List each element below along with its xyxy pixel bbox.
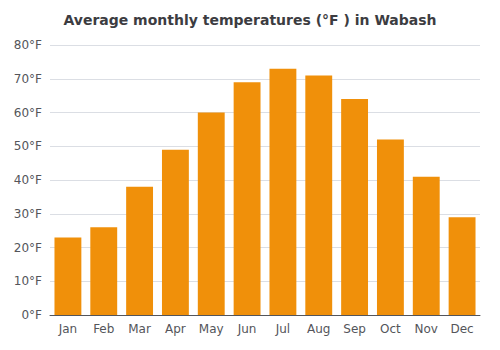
svg-text:Oct: Oct [380, 322, 401, 336]
svg-text:Feb: Feb [93, 322, 114, 336]
svg-text:Jan: Jan [58, 322, 78, 336]
svg-text:30°F: 30°F [14, 207, 42, 221]
svg-text:Jun: Jun [237, 322, 257, 336]
svg-text:Sep: Sep [343, 322, 366, 336]
svg-text:40°F: 40°F [14, 173, 42, 187]
svg-text:Apr: Apr [165, 322, 186, 336]
svg-text:Jul: Jul [275, 322, 290, 336]
svg-text:50°F: 50°F [14, 139, 42, 153]
svg-text:Average monthly temperatures (: Average monthly temperatures (°F ) in Wa… [63, 12, 436, 28]
svg-text:Nov: Nov [415, 322, 438, 336]
svg-text:Dec: Dec [450, 322, 473, 336]
svg-text:10°F: 10°F [14, 274, 42, 288]
svg-text:Mar: Mar [128, 322, 151, 336]
svg-text:80°F: 80°F [14, 38, 42, 52]
svg-text:70°F: 70°F [14, 72, 42, 86]
svg-text:Aug: Aug [307, 322, 330, 336]
svg-text:0°F: 0°F [21, 308, 42, 322]
svg-text:60°F: 60°F [14, 106, 42, 120]
svg-text:20°F: 20°F [14, 241, 42, 255]
svg-text:May: May [199, 322, 224, 336]
